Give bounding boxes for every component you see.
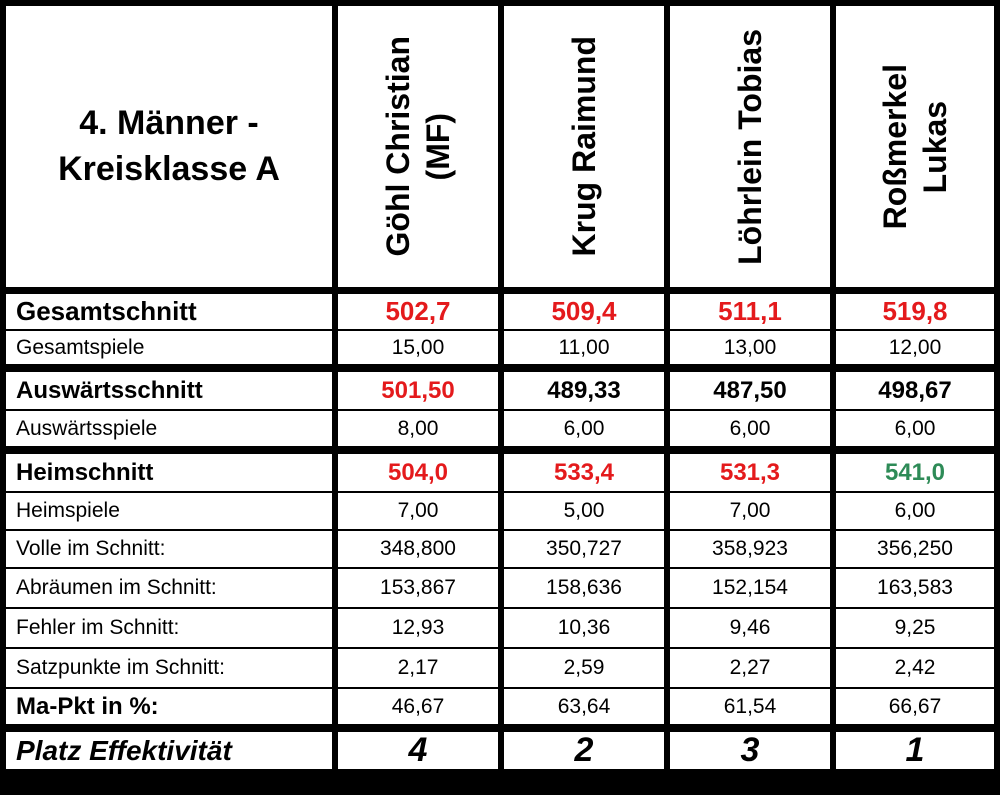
table-cell: 9,46 <box>670 609 830 647</box>
row-label: Fehler im Schnitt: <box>6 609 332 647</box>
table-cell: 2,17 <box>338 649 498 687</box>
table-cell: 511,1 <box>670 294 830 329</box>
row-label: Platz Effektivität <box>6 732 332 769</box>
table-cell: 11,00 <box>504 331 664 364</box>
table-cell: 2,59 <box>504 649 664 687</box>
table-cell: 3 <box>670 732 830 769</box>
table-cell: 348,800 <box>338 531 498 567</box>
table-cell: 61,54 <box>670 689 830 724</box>
row-label: Ma-Pkt in %: <box>6 689 332 724</box>
row-label: Gesamtschnitt <box>6 294 332 329</box>
table-cell: 153,867 <box>338 569 498 607</box>
table-cell: 6,00 <box>836 493 994 529</box>
table-cell: 63,64 <box>504 689 664 724</box>
player-header: Löhrlein Tobias <box>670 6 830 287</box>
row-label: Volle im Schnitt: <box>6 531 332 567</box>
row-label: Satzpunkte im Schnitt: <box>6 649 332 687</box>
table-cell: 10,36 <box>504 609 664 647</box>
row-label: Heimspiele <box>6 493 332 529</box>
player-name: Göhl Christian (MF) <box>380 36 456 257</box>
table-cell: 6,00 <box>670 411 830 446</box>
row-label: Abräumen im Schnitt: <box>6 569 332 607</box>
table-cell: 9,25 <box>836 609 994 647</box>
table-cell: 66,67 <box>836 689 994 724</box>
table-cell: 541,0 <box>836 454 994 491</box>
table-cell: 356,250 <box>836 531 994 567</box>
player-header: Göhl Christian (MF) <box>338 6 498 287</box>
table-cell: 4 <box>338 732 498 769</box>
row-label: Auswärtsschnitt <box>6 372 332 409</box>
table-cell: 15,00 <box>338 331 498 364</box>
table-cell: 13,00 <box>670 331 830 364</box>
table-cell: 6,00 <box>836 411 994 446</box>
table-cell: 6,00 <box>504 411 664 446</box>
table-cell: 350,727 <box>504 531 664 567</box>
player-name: Löhrlein Tobias <box>732 28 768 265</box>
player-header: Krug Raimund <box>504 6 664 287</box>
table-cell: 7,00 <box>670 493 830 529</box>
table-cell: 501,50 <box>338 372 498 409</box>
table-cell: 163,583 <box>836 569 994 607</box>
player-name: Krug Raimund <box>566 36 602 257</box>
table-cell: 46,67 <box>338 689 498 724</box>
table-cell: 1 <box>836 732 994 769</box>
table-cell: 509,4 <box>504 294 664 329</box>
table-cell: 7,00 <box>338 493 498 529</box>
table-cell: 12,93 <box>338 609 498 647</box>
table-cell: 533,4 <box>504 454 664 491</box>
row-label: Gesamtspiele <box>6 331 332 364</box>
table-cell: 2,42 <box>836 649 994 687</box>
table-cell: 2,27 <box>670 649 830 687</box>
row-label: Auswärtsspiele <box>6 411 332 446</box>
row-label: Heimschnitt <box>6 454 332 491</box>
table-cell: 8,00 <box>338 411 498 446</box>
table-cell: 5,00 <box>504 493 664 529</box>
table-cell: 152,154 <box>670 569 830 607</box>
table-cell: 487,50 <box>670 372 830 409</box>
player-name: Roßmerkel Lukas <box>877 63 953 230</box>
table-cell: 12,00 <box>836 331 994 364</box>
table-title: 4. Männer - Kreisklasse A <box>6 6 332 287</box>
table-cell: 158,636 <box>504 569 664 607</box>
table-cell: 358,923 <box>670 531 830 567</box>
table-cell: 502,7 <box>338 294 498 329</box>
player-header: Roßmerkel Lukas <box>836 6 994 287</box>
table-cell: 531,3 <box>670 454 830 491</box>
table-cell: 2 <box>504 732 664 769</box>
table-cell: 504,0 <box>338 454 498 491</box>
table-cell: 498,67 <box>836 372 994 409</box>
table-cell: 489,33 <box>504 372 664 409</box>
table-cell: 519,8 <box>836 294 994 329</box>
